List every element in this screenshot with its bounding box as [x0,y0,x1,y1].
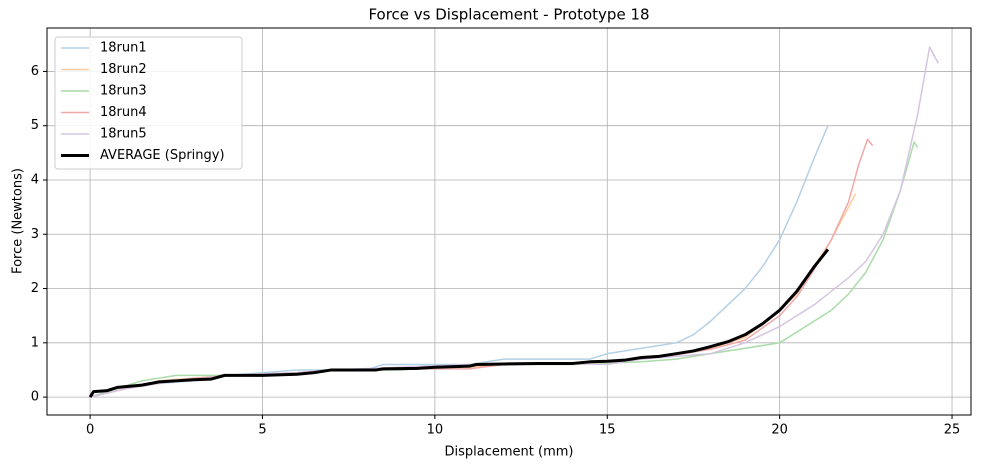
x-tick-label: 0 [86,423,94,438]
y-tick-label: 2 [31,281,39,296]
y-tick-label: 5 [31,118,39,133]
y-axis-label: Force (Newtons) [11,168,26,274]
legend-label: 18run4 [100,105,147,120]
y-tick-label: 1 [31,335,39,350]
y-tick-label: 3 [31,227,39,242]
legend-box [54,36,243,170]
x-tick-label: 25 [944,423,961,438]
x-tick-label: 10 [427,423,444,438]
y-tick-label: 0 [31,390,39,405]
x-tick-label: 20 [771,423,788,438]
x-tick-label: 15 [599,423,616,438]
legend-label: 18run1 [100,41,147,56]
x-axis-label: Displacement (mm) [445,445,574,460]
legend-label: AVERAGE (Springy) [100,148,225,163]
y-tick-label: 6 [31,64,39,79]
chart-title: Force vs Displacement - Prototype 18 [368,6,649,24]
series-line [88,248,830,398]
x-tick-label: 5 [258,423,266,438]
legend-label: 18run3 [100,84,147,99]
series-line [89,138,874,398]
plot-frame [46,27,972,416]
legend-label: 18run5 [100,127,147,142]
legend-label: 18run2 [100,62,147,77]
y-tick-label: 4 [31,172,39,187]
